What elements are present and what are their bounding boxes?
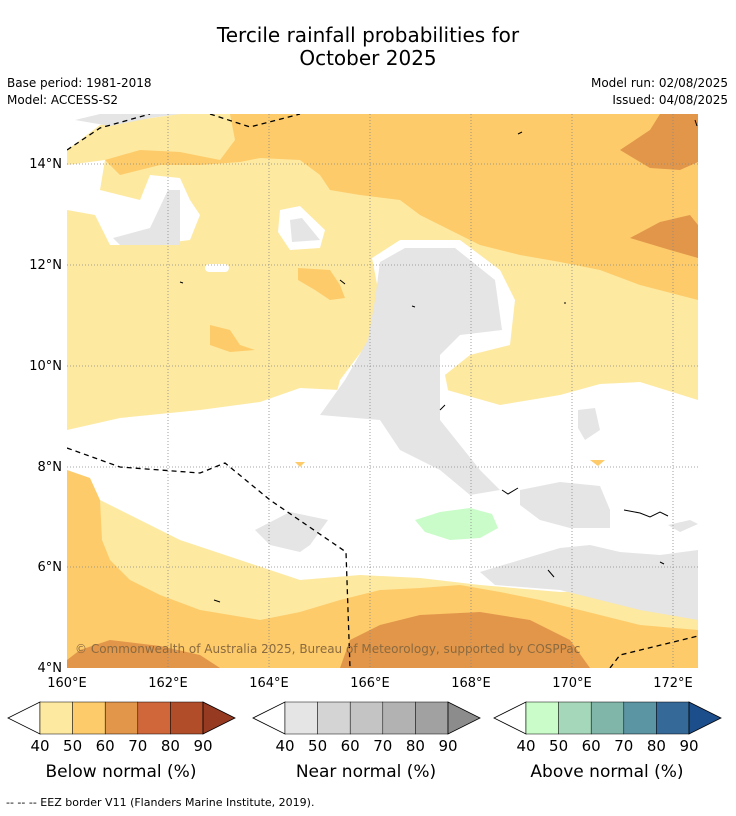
colorbar-label-above: Above normal (%) xyxy=(530,762,684,782)
colorbar-tick-label: 80 xyxy=(161,737,180,755)
graticule xyxy=(67,114,698,668)
colorbar-swatch xyxy=(39,701,73,735)
lon-label: 172°E xyxy=(653,676,693,691)
colorbar-tick-label: 50 xyxy=(63,737,82,755)
colorbar-tick-label: 70 xyxy=(614,737,633,755)
colorbar-swatch xyxy=(382,701,416,735)
colorbar-min-arrow xyxy=(252,701,286,735)
issued-label: Issued: 04/08/2025 xyxy=(612,93,728,107)
below-normal-60-region-south xyxy=(67,470,698,668)
colorbar-min-arrow xyxy=(493,701,527,735)
map-title-line2: October 2025 xyxy=(299,46,437,70)
colorbar-tick-label: 40 xyxy=(516,737,535,755)
white-region-middle xyxy=(67,382,698,600)
lat-label: 6°N xyxy=(38,560,63,575)
colorbar-tick-label: 40 xyxy=(30,737,49,755)
colorbar-tick-label: 80 xyxy=(406,737,425,755)
above-normal-40-region xyxy=(415,508,498,540)
lat-label: 4°N xyxy=(38,661,63,676)
colorbar-swatch xyxy=(525,701,559,735)
colorbar-tick-label: 60 xyxy=(582,737,601,755)
colorbar-tick-label: 90 xyxy=(193,737,212,755)
colorbar-tick-label: 50 xyxy=(549,737,568,755)
lat-label: 10°N xyxy=(29,359,62,374)
model-label: Model: ACCESS-S2 xyxy=(7,93,119,107)
colorbar-0: 40 50 60 70 80 90 xyxy=(7,701,236,755)
lon-label: 168°E xyxy=(451,676,491,691)
lat-labels: 14°N 12°N 10°N 8°N 6°N 4°N xyxy=(29,157,62,676)
colorbar-1: 40 50 60 70 80 90 xyxy=(252,701,481,755)
lon-label: 162°E xyxy=(148,676,188,691)
colorbar-swatch xyxy=(590,701,625,735)
colorbar-label-near: Near normal (%) xyxy=(295,762,437,782)
near-normal-region-a xyxy=(113,190,180,245)
near-normal-region-center xyxy=(320,248,502,495)
colorbar-tick-label: 70 xyxy=(373,737,392,755)
colorbar-swatch xyxy=(284,701,318,735)
near-normal-region-south-east xyxy=(480,545,698,620)
colorbar-max-arrow xyxy=(202,701,236,735)
below-normal-70-region-north xyxy=(620,114,698,170)
eez-footnote: -- -- -- EEZ border V11 (Flanders Marine… xyxy=(6,796,315,809)
copyright-text: © Commonwealth of Australia 2025, Bureau… xyxy=(75,642,580,656)
lat-label: 8°N xyxy=(38,460,63,475)
colorbar-tick-label: 50 xyxy=(308,737,327,755)
colorbar-swatch xyxy=(72,701,106,735)
colorbar-tick-label: 90 xyxy=(679,737,698,755)
colorbar-max-arrow xyxy=(447,701,481,735)
lon-label: 164°E xyxy=(249,676,289,691)
colorbar-swatch xyxy=(623,701,657,735)
lon-label: 170°E xyxy=(552,676,592,691)
islands xyxy=(179,119,698,603)
colorbars: 40 50 60 70 80 90 40 50 60 70 80 90 40 50 60 70 80 90 xyxy=(7,701,722,755)
colorbar-max-arrow xyxy=(688,701,722,735)
colorbar-tick-label: 80 xyxy=(647,737,666,755)
colorbar-tick-label: 90 xyxy=(438,737,457,755)
colorbar-swatch xyxy=(104,701,139,735)
model-run-label: Model run: 02/08/2025 xyxy=(590,76,728,90)
colorbar-label-below: Below normal (%) xyxy=(45,762,197,782)
lon-label: 160°E xyxy=(47,676,87,691)
colorbar-swatch xyxy=(656,701,690,735)
colorbar-2: 40 50 60 70 80 90 xyxy=(493,701,722,755)
below-normal-70-region-south xyxy=(67,640,220,668)
lon-label: 166°E xyxy=(350,676,390,691)
near-normal-region-east xyxy=(520,482,610,528)
map-title-line1: Tercile rainfall probabilities for xyxy=(216,23,520,47)
eez-border xyxy=(67,114,698,668)
colorbar-tick-label: 40 xyxy=(275,737,294,755)
lon-labels: 160°E 162°E 164°E 166°E 168°E 170°E 172°… xyxy=(47,676,693,691)
colorbar-swatch xyxy=(170,701,204,735)
colorbar-tick-label: 60 xyxy=(96,737,115,755)
below-normal-60-region-north xyxy=(105,114,698,300)
colorbar-swatch xyxy=(349,701,384,735)
map-field: © Commonwealth of Australia 2025, Bureau… xyxy=(67,114,698,668)
colorbar-min-arrow xyxy=(7,701,41,735)
colorbar-swatch xyxy=(317,701,351,735)
colorbar-swatch xyxy=(415,701,449,735)
base-period-label: Base period: 1981-2018 xyxy=(7,76,152,90)
lat-label: 12°N xyxy=(29,258,62,273)
lat-label: 14°N xyxy=(29,157,62,172)
colorbar-tick-label: 70 xyxy=(128,737,147,755)
colorbar-swatch xyxy=(558,701,592,735)
colorbar-tick-label: 60 xyxy=(341,737,360,755)
colorbar-swatch xyxy=(137,701,171,735)
